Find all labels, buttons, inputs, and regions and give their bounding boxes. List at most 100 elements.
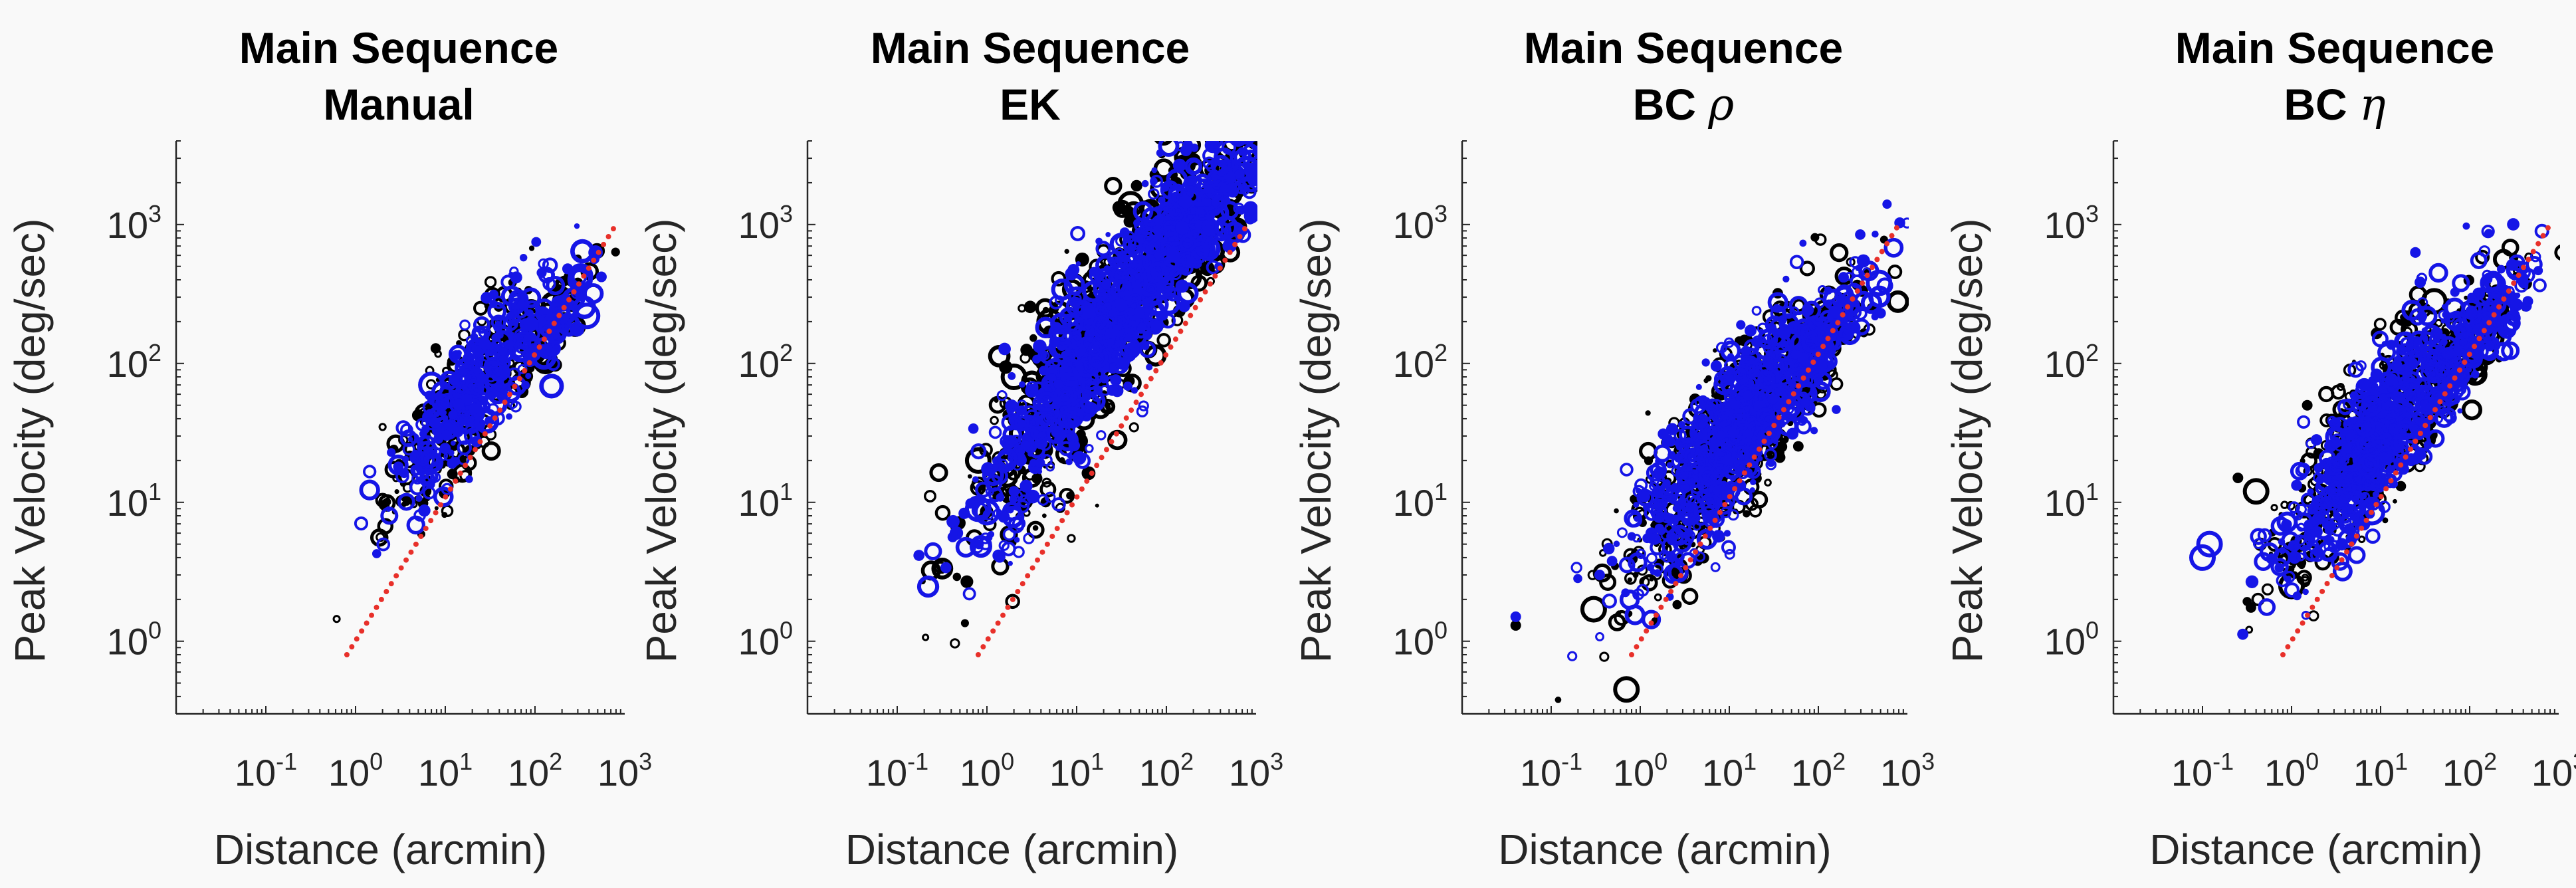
data-point (456, 340, 462, 346)
data-point (415, 452, 430, 467)
data-point (447, 458, 458, 469)
data-point (1698, 421, 1707, 429)
data-point (1002, 527, 1016, 541)
data-point (1073, 343, 1087, 356)
data-point (394, 489, 399, 495)
data-point (1019, 381, 1025, 388)
data-point (1179, 235, 1197, 252)
data-point (1255, 173, 1257, 183)
data-point (1711, 463, 1726, 479)
data-point (1751, 306, 1762, 316)
data-point (1634, 516, 1640, 522)
series-blue (354, 223, 607, 558)
data-point (457, 440, 473, 455)
x-tick-label: 10-1 (866, 748, 928, 794)
data-point (1624, 509, 1642, 528)
data-point (1707, 510, 1725, 528)
data-point (1206, 141, 1224, 149)
data-point (1047, 373, 1057, 382)
data-point (1602, 542, 1615, 555)
data-point (1786, 401, 1806, 421)
data-point (538, 267, 556, 284)
data-point (1686, 465, 1693, 472)
x-tick-label: 100 (960, 748, 1014, 794)
data-point (461, 356, 473, 369)
data-point (1041, 513, 1047, 518)
data-point (523, 316, 539, 332)
data-point (996, 390, 1008, 401)
data-point (1024, 409, 1039, 424)
data-point (1621, 588, 1630, 598)
data-point (1014, 536, 1020, 543)
data-point (1052, 324, 1073, 346)
x-tick-label: 102 (508, 748, 562, 794)
data-point (507, 367, 521, 381)
data-point (1162, 285, 1176, 300)
data-point (960, 619, 969, 627)
data-point (1161, 118, 1168, 124)
data-point (1002, 425, 1023, 445)
data-point (1510, 611, 1521, 622)
data-point (1782, 305, 1796, 319)
data-point (924, 542, 942, 560)
data-point (1757, 427, 1776, 446)
data-point (1672, 514, 1679, 522)
data-point (1751, 435, 1757, 441)
data-point (1067, 453, 1073, 459)
data-point (1113, 199, 1132, 218)
series-blue (1510, 199, 1909, 661)
data-point (419, 471, 435, 487)
data-point (1738, 357, 1756, 375)
data-point (1262, 157, 1271, 166)
data-point (1901, 217, 1909, 229)
data-point (378, 423, 387, 431)
data-point (1070, 225, 1086, 241)
data-point (1711, 407, 1725, 421)
data-point (1087, 341, 1103, 357)
data-point (1646, 563, 1654, 572)
data-point (492, 295, 506, 309)
data-point (1210, 154, 1232, 175)
reference-line (975, 221, 1250, 657)
data-point (972, 476, 979, 483)
data-point (402, 443, 415, 456)
data-point (1068, 334, 1084, 350)
x-tick-label: 10-1 (2171, 748, 2234, 794)
data-point (1323, 12, 1335, 25)
data-point (1125, 333, 1133, 342)
data-point (1720, 340, 1741, 362)
data-point (1671, 483, 1679, 491)
data-point (1886, 290, 1909, 313)
data-point (2330, 384, 2346, 400)
data-point (1766, 322, 1777, 334)
data-point (2237, 628, 2249, 640)
data-point (1701, 358, 1710, 367)
data-point (1627, 577, 1633, 583)
data-point (332, 615, 341, 623)
data-point (473, 316, 491, 334)
data-point (1883, 237, 1904, 258)
data-point (1020, 439, 1031, 451)
data-point (494, 320, 501, 327)
x-axis-label: Distance (arcmin) (845, 826, 1178, 873)
data-point (1750, 479, 1757, 486)
data-point (922, 633, 930, 641)
data-point (1744, 448, 1761, 465)
chart-title-line2: BC ρ (1633, 79, 1735, 130)
data-point (568, 263, 593, 288)
data-point (1018, 304, 1027, 313)
data-point (1184, 157, 1203, 175)
data-point (1137, 322, 1147, 332)
data-point (1029, 334, 1037, 342)
data-point (1123, 215, 1136, 228)
data-point (1555, 697, 1562, 703)
data-point (484, 276, 497, 288)
data-point (1106, 338, 1115, 346)
data-point (1008, 560, 1013, 566)
data-point (1248, 78, 1256, 86)
chart-title-line1: Main Sequence (2175, 23, 2494, 72)
data-point (1026, 520, 1045, 539)
data-point (1175, 221, 1190, 235)
data-point (400, 423, 413, 437)
